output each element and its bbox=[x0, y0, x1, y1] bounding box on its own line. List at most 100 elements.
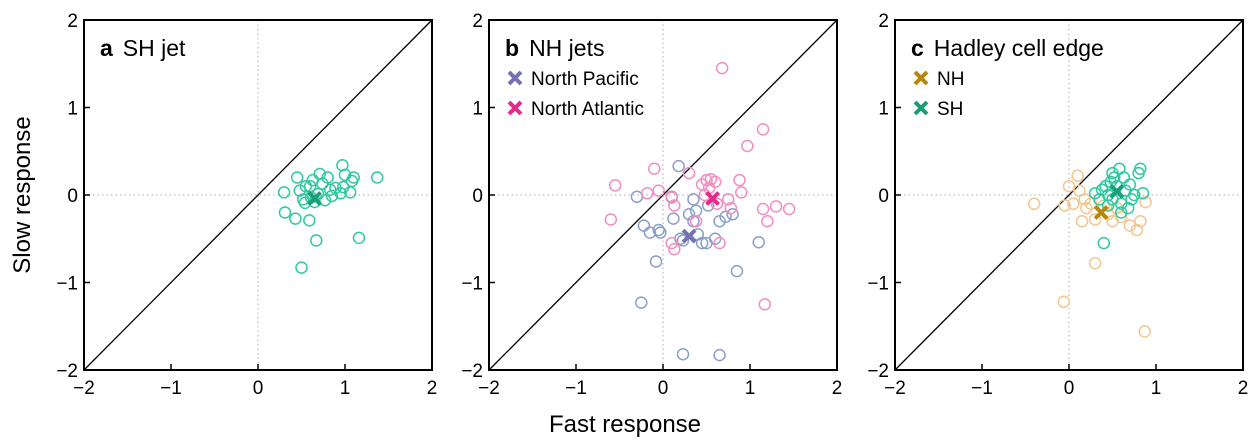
x-tick-label: −2 bbox=[73, 378, 95, 399]
point bbox=[756, 202, 770, 216]
point bbox=[295, 261, 308, 274]
point bbox=[676, 348, 690, 361]
point bbox=[1106, 166, 1119, 180]
point bbox=[635, 296, 648, 309]
point bbox=[1136, 187, 1150, 200]
point bbox=[700, 173, 713, 187]
point bbox=[665, 191, 678, 204]
point bbox=[347, 171, 360, 184]
point bbox=[1139, 195, 1152, 209]
legend-label: SH bbox=[937, 99, 963, 120]
y-axis-label: Slow response bbox=[9, 116, 36, 273]
point bbox=[277, 186, 291, 199]
y-tick-label: −2 bbox=[867, 361, 889, 382]
x-tick-label: −2 bbox=[884, 378, 906, 399]
plot-frame bbox=[488, 19, 838, 371]
point bbox=[726, 208, 739, 221]
point bbox=[1062, 180, 1076, 193]
point bbox=[654, 226, 667, 239]
one-to-one-line bbox=[83, 19, 433, 371]
point bbox=[289, 212, 302, 225]
point bbox=[1134, 162, 1147, 175]
x-tick-label: 1 bbox=[745, 378, 756, 399]
point bbox=[668, 199, 681, 212]
point bbox=[735, 186, 748, 199]
x-axis-label: Fast response bbox=[549, 411, 701, 438]
panel-label: b bbox=[505, 35, 519, 61]
point bbox=[648, 162, 661, 175]
point bbox=[1128, 188, 1141, 202]
point bbox=[352, 231, 366, 245]
x-tick-label: 2 bbox=[427, 378, 438, 399]
point bbox=[1067, 197, 1080, 210]
point bbox=[630, 190, 644, 203]
panel: −2 −1 0 1 2 −2 −1 0 1 2 a SH jet bbox=[56, 11, 437, 399]
point bbox=[637, 219, 651, 232]
y-tick-label: −2 bbox=[56, 361, 78, 382]
y-tick-label: 1 bbox=[472, 99, 483, 120]
legend-marker bbox=[507, 100, 523, 116]
point bbox=[733, 173, 746, 187]
point bbox=[668, 243, 681, 256]
x-tick-label: −1 bbox=[971, 378, 993, 399]
mean-marker bbox=[307, 191, 322, 206]
point bbox=[303, 214, 316, 227]
point bbox=[299, 180, 313, 193]
legend-label: North Atlantic bbox=[531, 99, 644, 120]
point bbox=[604, 213, 618, 226]
x-tick-label: −1 bbox=[160, 378, 182, 399]
one-to-one-line bbox=[894, 19, 1244, 371]
panel: −2 −1 0 1 2 −2 −1 0 1 2 NH SH c Hadley cell edge bbox=[867, 11, 1248, 399]
point bbox=[290, 171, 304, 184]
point bbox=[325, 189, 339, 203]
plot-frame bbox=[894, 19, 1244, 371]
point bbox=[1088, 257, 1102, 270]
point bbox=[334, 187, 347, 200]
x-tick-label: −1 bbox=[565, 378, 587, 399]
legend-label: North Pacific bbox=[531, 69, 639, 90]
mean-marker bbox=[681, 228, 697, 244]
point bbox=[1080, 201, 1093, 215]
point bbox=[782, 202, 796, 216]
x-tick-label: 0 bbox=[658, 378, 669, 399]
point bbox=[761, 215, 774, 228]
point bbox=[1114, 210, 1128, 224]
point bbox=[689, 215, 703, 228]
point bbox=[1123, 219, 1137, 232]
y-tick-label: 2 bbox=[878, 11, 889, 32]
point bbox=[1138, 325, 1151, 338]
point bbox=[667, 212, 680, 225]
legend-label: NH bbox=[937, 69, 964, 90]
x-tick-label: 1 bbox=[340, 378, 351, 399]
y-tick-label: 1 bbox=[67, 99, 78, 120]
point bbox=[310, 234, 323, 247]
panel-title: a SH jet bbox=[100, 35, 186, 61]
point bbox=[1088, 213, 1102, 226]
point bbox=[1121, 201, 1135, 215]
point bbox=[336, 159, 349, 172]
point bbox=[769, 200, 783, 213]
point bbox=[1075, 215, 1089, 228]
plot-frame bbox=[83, 19, 433, 371]
y-tick-label: 0 bbox=[67, 186, 78, 207]
y-tick-label: 2 bbox=[472, 11, 483, 32]
y-tick-label: 0 bbox=[472, 186, 483, 207]
panel-title: b NH jets bbox=[505, 35, 604, 61]
panel: −2 −1 0 1 2 −2 −1 0 1 2 North Pacific North Atlanti… bbox=[461, 11, 842, 399]
point bbox=[1114, 206, 1128, 219]
point bbox=[321, 171, 334, 184]
panel-label: a bbox=[100, 35, 113, 61]
point bbox=[1101, 199, 1115, 212]
point bbox=[689, 204, 703, 217]
point bbox=[758, 298, 772, 311]
panel-title-text: SH jet bbox=[123, 35, 186, 61]
point bbox=[715, 61, 729, 75]
point bbox=[682, 208, 696, 221]
mean-marker bbox=[705, 191, 721, 206]
point bbox=[708, 232, 722, 245]
panel-title-text: Hadley cell edge bbox=[934, 35, 1104, 61]
panel-label: c bbox=[911, 35, 924, 61]
point bbox=[730, 264, 744, 278]
y-tick-label: 0 bbox=[878, 186, 889, 207]
